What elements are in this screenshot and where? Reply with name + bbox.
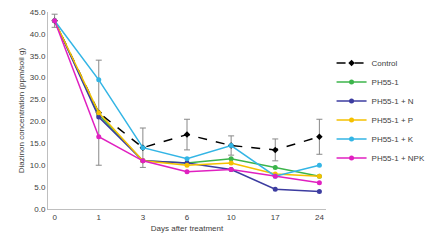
svg-text:25.0: 25.0 <box>30 95 46 104</box>
svg-text:45.0: 45.0 <box>30 8 46 17</box>
svg-text:6: 6 <box>185 213 190 222</box>
svg-text:3: 3 <box>141 213 146 222</box>
svg-text:30.0: 30.0 <box>30 73 46 82</box>
svg-text:Days after treatment: Days after treatment <box>151 224 224 233</box>
svg-text:15.0: 15.0 <box>30 139 46 148</box>
svg-text:PH55-1 + K: PH55-1 + K <box>372 135 414 144</box>
svg-text:10.0: 10.0 <box>30 161 46 170</box>
svg-text:PH55-1: PH55-1 <box>372 78 400 87</box>
svg-text:40.0: 40.0 <box>30 30 46 39</box>
svg-text:10: 10 <box>227 213 236 222</box>
svg-text:20.0: 20.0 <box>30 117 46 126</box>
svg-text:17: 17 <box>271 213 280 222</box>
svg-text:PH55-1 + P: PH55-1 + P <box>372 116 414 125</box>
svg-text:0.0: 0.0 <box>34 205 46 214</box>
svg-text:24: 24 <box>315 213 324 222</box>
svg-text:1: 1 <box>97 213 102 222</box>
svg-text:Control: Control <box>372 59 398 68</box>
svg-text:Diazinon concentration (ppm/so: Diazinon concentration (ppm/soil g) <box>17 47 26 173</box>
svg-text:PH55-1 + NPK: PH55-1 + NPK <box>372 154 425 163</box>
svg-text:PH55-1 + N: PH55-1 + N <box>372 97 414 106</box>
svg-text:0: 0 <box>52 213 57 222</box>
svg-text:35.0: 35.0 <box>30 52 46 61</box>
svg-text:5.0: 5.0 <box>34 183 46 192</box>
